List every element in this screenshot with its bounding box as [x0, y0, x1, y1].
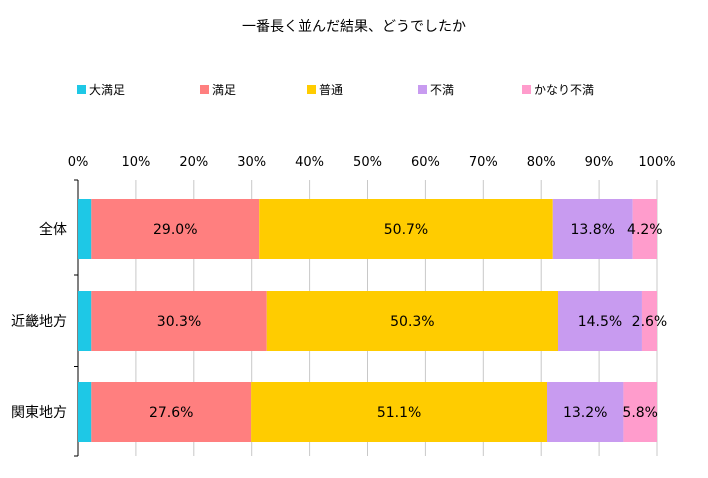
bar-segment — [266, 291, 558, 351]
bar-segment — [632, 199, 657, 259]
x-tick-label: 20% — [179, 155, 208, 170]
legend-swatch — [418, 85, 427, 94]
data-label: 13.8% — [570, 222, 614, 238]
category-label: 関東地方 — [11, 405, 67, 421]
bar-segment — [557, 291, 642, 351]
data-label: 5.8% — [622, 405, 658, 421]
data-label: 29.0% — [153, 222, 197, 238]
x-tick-label: 50% — [353, 155, 382, 170]
legend-item: 大満足 — [77, 81, 125, 98]
legend-label: 普通 — [319, 83, 344, 97]
data-label: 50.3% — [390, 314, 434, 330]
legend-item: 普通 — [307, 81, 343, 98]
legend-swatch — [77, 85, 86, 94]
x-tick-label: 90% — [585, 155, 614, 170]
legend-swatch — [522, 85, 531, 94]
x-tick-label: 70% — [469, 155, 498, 170]
chart-title: 一番長く並んだ結果、どうでしたか — [242, 19, 466, 35]
data-label: 2.6% — [632, 314, 668, 330]
legend-label: 大満足 — [89, 83, 126, 97]
bar-segment — [259, 199, 553, 259]
x-tick-label: 100% — [638, 155, 675, 170]
x-tick-label: 80% — [527, 155, 556, 170]
legend-item: 不満 — [418, 81, 454, 98]
data-label: 13.2% — [563, 405, 607, 421]
bar-segment — [251, 382, 547, 442]
bar-segment — [546, 382, 624, 442]
bar-segment — [91, 199, 260, 259]
chart-legend: 大満足 満足 普通 不満 かなり不満 — [0, 81, 708, 99]
legend-swatch — [307, 85, 316, 94]
category-label: 全体 — [39, 221, 67, 238]
data-label: 27.6% — [149, 405, 193, 421]
x-tick-label: 30% — [237, 155, 266, 170]
x-tick-label: 10% — [121, 155, 150, 170]
bar-segment — [91, 291, 267, 351]
bar-segment — [91, 382, 252, 442]
bar-segment — [78, 291, 92, 351]
data-label: 14.5% — [578, 314, 622, 330]
legend-swatch — [200, 85, 209, 94]
x-tick-label: 40% — [295, 155, 324, 170]
data-label: 4.2% — [627, 222, 663, 238]
data-label: 30.3% — [157, 314, 201, 330]
data-label: 51.1% — [377, 405, 421, 421]
legend-item: かなり不満 — [522, 81, 594, 98]
bar-segment — [78, 199, 92, 259]
bar-segment — [623, 382, 657, 442]
bar-segment — [641, 291, 657, 351]
legend-item: 満足 — [200, 81, 236, 98]
category-label: 近畿地方 — [11, 314, 67, 330]
data-label: 50.7% — [384, 222, 428, 238]
legend-label: 満足 — [212, 83, 237, 97]
legend-label: 不満 — [430, 83, 455, 97]
legend-label: かなり不満 — [534, 83, 595, 97]
bar-segment — [78, 382, 92, 442]
bar-segment — [552, 199, 633, 259]
x-tick-label: 0% — [68, 155, 89, 170]
x-tick-label: 60% — [411, 155, 440, 170]
